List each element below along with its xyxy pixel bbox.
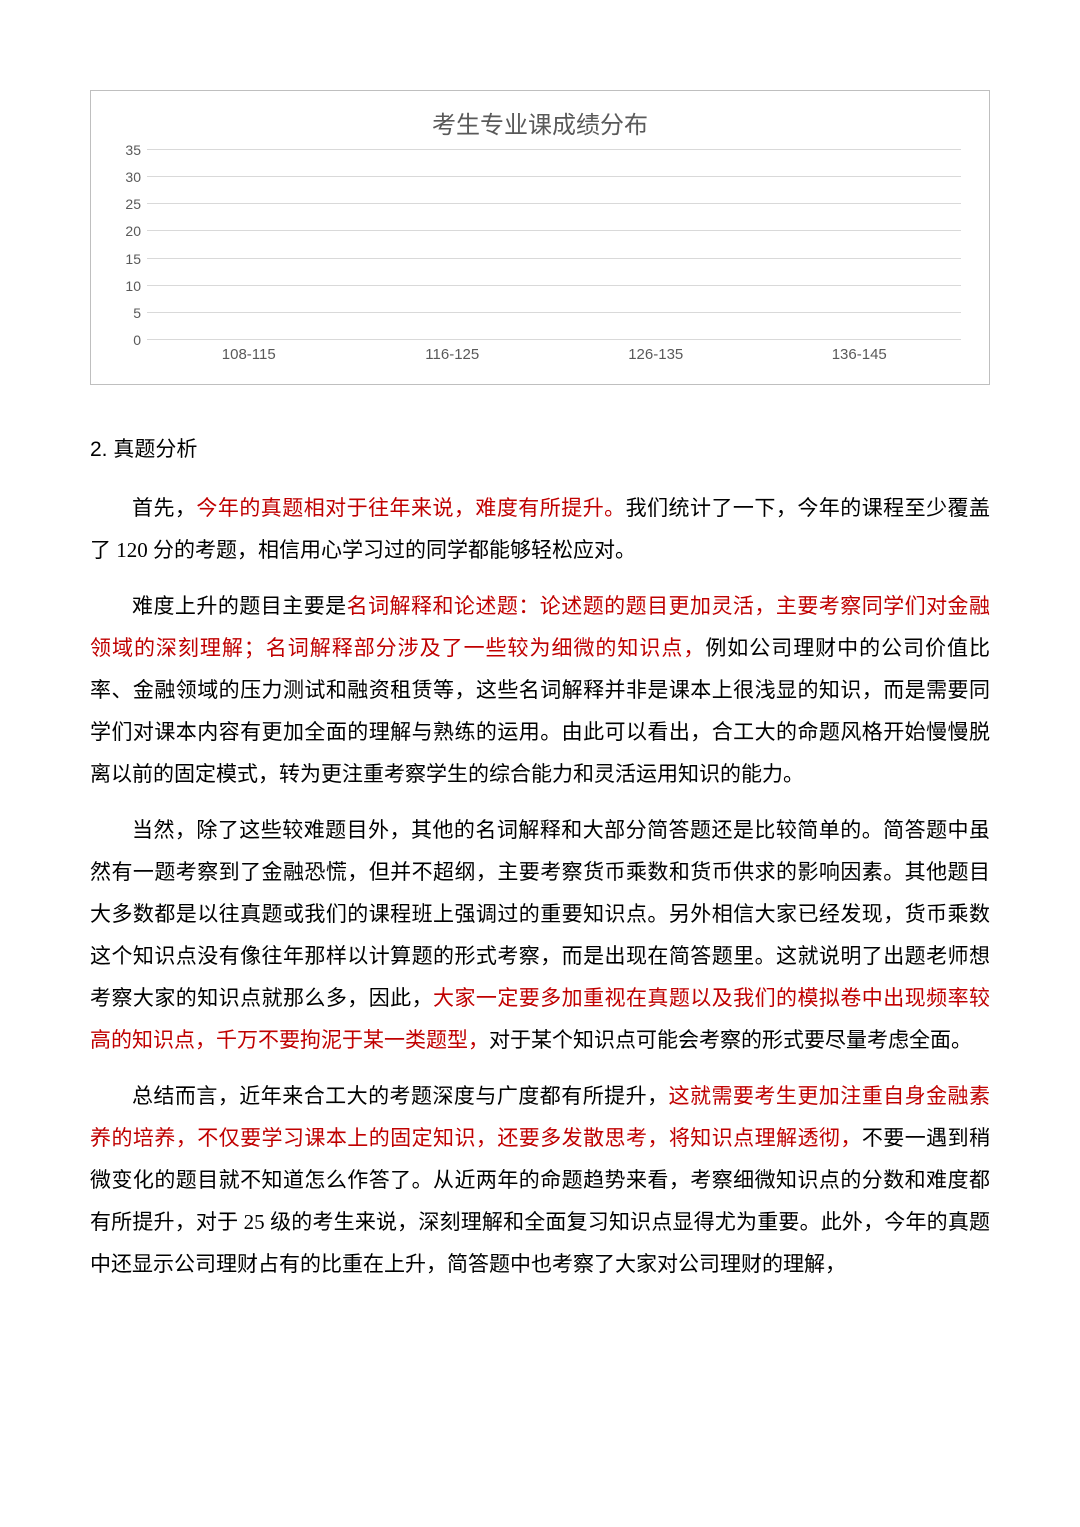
p1-highlight: 今年的真题相对于往年来说，难度有所提升。 bbox=[196, 496, 625, 520]
paragraph-4: 总结而言，近年来合工大的考题深度与广度都有所提升，这就需要考生更加注重自身金融素… bbox=[90, 1075, 990, 1285]
chart-y-tick-label: 25 bbox=[109, 196, 141, 212]
chart-y-tick-label: 5 bbox=[109, 305, 141, 321]
chart-plot: 05101520253035 108-115116-125126-135136-… bbox=[109, 150, 971, 370]
chart-gridline bbox=[147, 258, 961, 259]
p3-plain-2: 对于某个知识点可能会考察的形式要尽量考虑全面。 bbox=[489, 1028, 972, 1052]
chart-gridline bbox=[147, 312, 961, 313]
paragraph-2: 难度上升的题目主要是名词解释和论述题：论述题的题目更加灵活，主要考察同学们对金融… bbox=[90, 585, 990, 795]
chart-y-tick-label: 15 bbox=[109, 251, 141, 267]
chart-y-tick-label: 35 bbox=[109, 142, 141, 158]
chart-y-tick-label: 10 bbox=[109, 278, 141, 294]
chart-y-tick-label: 20 bbox=[109, 223, 141, 239]
score-distribution-chart: 考生专业课成绩分布 05101520253035 108-115116-1251… bbox=[90, 90, 990, 385]
p1-plain-1: 首先， bbox=[132, 496, 196, 520]
chart-x-labels: 108-115116-125126-135136-145 bbox=[147, 340, 961, 370]
chart-gridline bbox=[147, 203, 961, 204]
chart-x-tick-label: 126-135 bbox=[554, 340, 758, 363]
paragraph-3: 当然，除了这些较难题目外，其他的名词解释和大部分简答题还是比较简单的。简答题中虽… bbox=[90, 809, 990, 1061]
p2-plain-1: 难度上升的题目主要是 bbox=[132, 594, 347, 618]
section-heading: 2. 真题分析 bbox=[90, 433, 990, 463]
chart-gridline bbox=[147, 149, 961, 150]
chart-gridline bbox=[147, 285, 961, 286]
chart-gridline bbox=[147, 176, 961, 177]
chart-y-tick-label: 0 bbox=[109, 332, 141, 348]
p3-plain-1: 当然，除了这些较难题目外，其他的名词解释和大部分简答题还是比较简单的。简答题中虽… bbox=[90, 818, 990, 1010]
chart-x-tick-label: 136-145 bbox=[758, 340, 962, 363]
chart-gridline bbox=[147, 230, 961, 231]
chart-plot-area: 05101520253035 bbox=[147, 150, 961, 340]
chart-x-tick-label: 116-125 bbox=[351, 340, 555, 363]
paragraph-1: 首先，今年的真题相对于往年来说，难度有所提升。我们统计了一下，今年的课程至少覆盖… bbox=[90, 487, 990, 571]
chart-y-tick-label: 30 bbox=[109, 169, 141, 185]
chart-x-tick-label: 108-115 bbox=[147, 340, 351, 363]
p4-plain-1: 总结而言，近年来合工大的考题深度与广度都有所提升， bbox=[132, 1084, 669, 1108]
chart-title: 考生专业课成绩分布 bbox=[109, 105, 971, 140]
